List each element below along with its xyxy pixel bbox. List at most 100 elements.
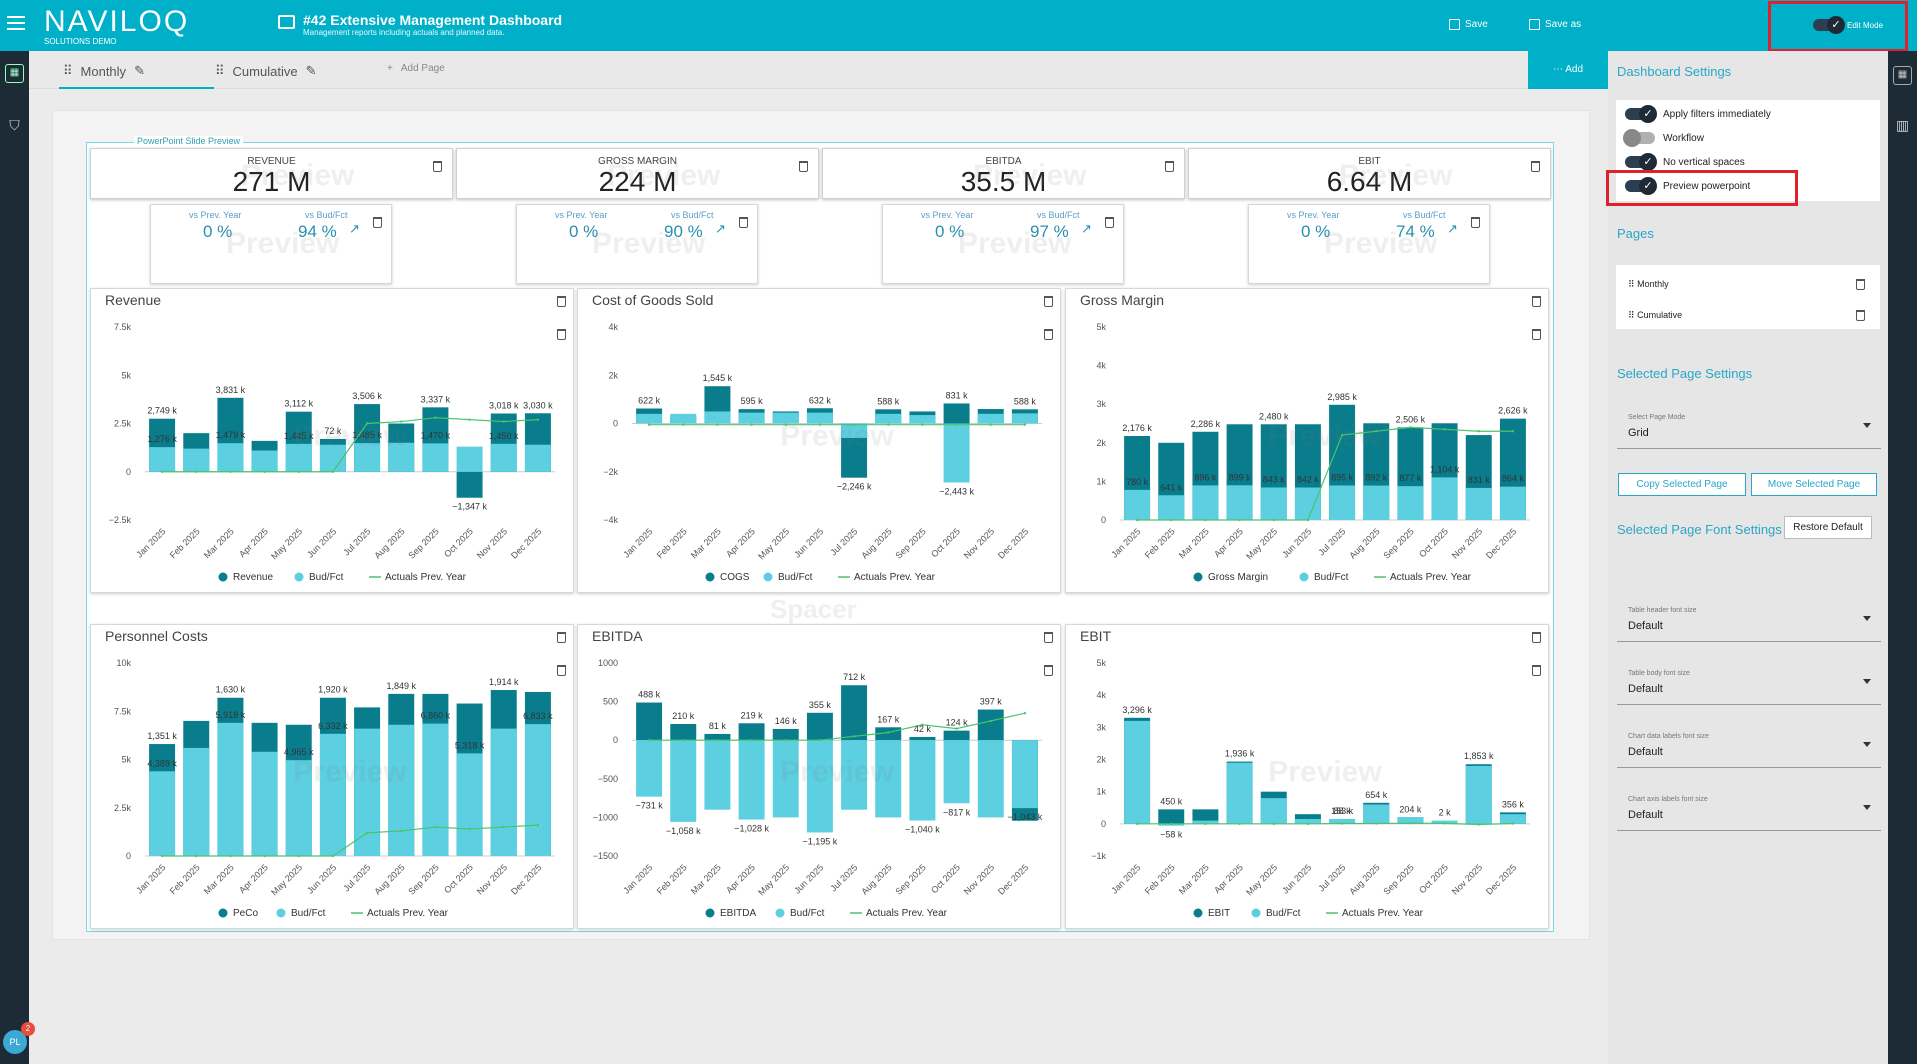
y-tick-label: −2k bbox=[603, 467, 618, 477]
page-item-monthly[interactable]: ⠿ Monthly bbox=[1628, 279, 1669, 289]
data-label: 780 k bbox=[1126, 477, 1149, 487]
edit-mode-toggle[interactable]: ✓ Edit Mode bbox=[1813, 16, 1883, 34]
trash-icon[interactable] bbox=[557, 632, 566, 643]
page-mode-select[interactable]: Select Page Mode Grid bbox=[1617, 405, 1881, 449]
tab-monthly[interactable]: ⠿ Monthly ✎ bbox=[63, 63, 145, 79]
select-value: Default bbox=[1628, 683, 1663, 695]
data-label: 5,318 k bbox=[455, 740, 485, 750]
setting-toggle[interactable]: ✓ Apply filters immediately bbox=[1625, 105, 1771, 123]
bar-budget bbox=[738, 412, 765, 424]
font-size-select[interactable]: Chart data labels font size Default bbox=[1617, 724, 1881, 768]
trash-icon[interactable] bbox=[1165, 161, 1174, 172]
trash-icon[interactable] bbox=[1532, 665, 1541, 676]
pencil-icon[interactable]: ✎ bbox=[134, 63, 145, 78]
trash-icon[interactable] bbox=[557, 296, 566, 307]
setting-toggle[interactable]: ✓ Preview powerpoint bbox=[1625, 177, 1750, 195]
trend-up-icon: ↗ bbox=[715, 221, 726, 236]
bar-budget bbox=[1329, 818, 1356, 824]
pencil-icon[interactable]: ✎ bbox=[305, 63, 317, 78]
add-page-button[interactable]: + Add Page bbox=[387, 63, 445, 74]
save-as-button[interactable]: Save as bbox=[1529, 19, 1581, 30]
add-button[interactable]: ⋯ Add bbox=[1528, 51, 1608, 89]
prev-year-point bbox=[1272, 518, 1275, 522]
page-item-cumulative[interactable]: ⠿ Cumulative bbox=[1628, 310, 1683, 320]
data-label: 1,104 k bbox=[1430, 464, 1460, 474]
font-size-select[interactable]: Table header font size Default bbox=[1617, 598, 1881, 642]
x-tick-label: Sep 2025 bbox=[407, 862, 441, 896]
bar-budget bbox=[1226, 762, 1253, 824]
data-label: 2,286 k bbox=[1191, 419, 1221, 429]
filter-icon[interactable]: ⛉ bbox=[9, 117, 20, 133]
toggle-switch[interactable]: ✓ bbox=[1625, 177, 1657, 195]
grid-view-icon[interactable]: ▦ bbox=[5, 64, 24, 83]
save-button[interactable]: Save bbox=[1449, 19, 1488, 30]
data-label: 595 k bbox=[741, 396, 764, 406]
preview-watermark: Preview bbox=[780, 756, 894, 789]
drag-handle-icon[interactable]: ⠿ bbox=[215, 63, 225, 78]
x-tick-label: Nov 2025 bbox=[1450, 526, 1484, 560]
trash-icon[interactable] bbox=[1044, 665, 1053, 676]
pages-title: Pages bbox=[1617, 226, 1654, 241]
prev-year-point bbox=[331, 470, 335, 473]
copy-selected-page-button[interactable]: Copy Selected Page bbox=[1618, 473, 1746, 496]
font-size-select[interactable]: Table body font size Default bbox=[1617, 661, 1881, 705]
bar-budget bbox=[636, 413, 663, 424]
x-tick-label: Mar 2025 bbox=[689, 526, 723, 560]
setting-toggle[interactable]: ✓ Workflow bbox=[1623, 129, 1704, 147]
trash-icon[interactable] bbox=[433, 161, 442, 172]
tab-cumulative[interactable]: ⠿ Cumulative ✎ bbox=[215, 63, 317, 79]
toggle-switch[interactable]: ✓ bbox=[1625, 153, 1657, 171]
data-label: 4,389 k bbox=[147, 758, 177, 768]
drag-handle-icon[interactable]: ⠿ bbox=[63, 63, 73, 78]
legend-label: Actuals Prev. Year bbox=[866, 908, 948, 919]
data-label: −1,195 k bbox=[803, 836, 838, 846]
trash-icon[interactable] bbox=[1532, 632, 1541, 643]
x-tick-label: Nov 2025 bbox=[475, 862, 509, 896]
trash-icon[interactable] bbox=[557, 665, 566, 676]
move-selected-page-button[interactable]: Move Selected Page bbox=[1751, 473, 1877, 496]
prev-year-point bbox=[1511, 822, 1515, 825]
trash-icon[interactable] bbox=[1105, 217, 1114, 228]
bar-budget bbox=[1465, 487, 1492, 520]
data-label: 831 k bbox=[1468, 475, 1491, 485]
trash-icon[interactable] bbox=[1856, 310, 1865, 321]
trash-icon[interactable] bbox=[557, 329, 566, 340]
trend-up-icon: ↗ bbox=[349, 221, 360, 236]
trash-icon[interactable] bbox=[1532, 329, 1541, 340]
kpi-card: EBITDA 35.5 M Preview bbox=[822, 148, 1185, 199]
prev-year-point bbox=[400, 829, 403, 833]
x-tick-label: Oct 2025 bbox=[929, 526, 962, 559]
toggle-switch[interactable]: ✓ bbox=[1623, 129, 1655, 147]
prev-year-point bbox=[1375, 822, 1378, 825]
setting-toggle[interactable]: ✓ No vertical spaces bbox=[1625, 153, 1745, 171]
trash-icon[interactable] bbox=[1532, 296, 1541, 307]
trash-icon[interactable] bbox=[799, 161, 808, 172]
book-icon[interactable]: ▥ bbox=[1895, 117, 1910, 133]
menu-icon[interactable] bbox=[7, 16, 25, 30]
bar-budget bbox=[1226, 485, 1253, 520]
bar-budget bbox=[1124, 489, 1151, 520]
prev-year-point bbox=[682, 739, 685, 742]
trash-icon[interactable] bbox=[1856, 279, 1865, 290]
trash-icon[interactable] bbox=[1044, 632, 1053, 643]
trash-icon[interactable] bbox=[373, 217, 382, 228]
toggle-switch[interactable]: ✓ bbox=[1625, 105, 1657, 123]
bar-budget bbox=[354, 728, 381, 856]
x-tick-label: Aug 2025 bbox=[372, 862, 406, 896]
prev-year-point bbox=[955, 423, 958, 426]
trash-icon[interactable] bbox=[1531, 161, 1540, 172]
dashboard-settings-icon[interactable]: ▦ bbox=[1893, 66, 1912, 85]
x-tick-label: Feb 2025 bbox=[168, 526, 202, 560]
trash-icon[interactable] bbox=[1044, 296, 1053, 307]
trash-icon[interactable] bbox=[1044, 329, 1053, 340]
restore-default-button[interactable]: Restore Default bbox=[1784, 516, 1872, 539]
y-tick-label: 4k bbox=[1096, 690, 1106, 700]
trash-icon[interactable] bbox=[1471, 217, 1480, 228]
legend-marker bbox=[763, 572, 773, 582]
trash-icon[interactable] bbox=[739, 217, 748, 228]
font-size-select[interactable]: Chart axis labels font size Default bbox=[1617, 787, 1881, 831]
x-tick-label: Dec 2025 bbox=[509, 526, 543, 560]
bar-budget bbox=[704, 740, 731, 810]
bar-budget bbox=[319, 733, 346, 856]
check-icon: ✓ bbox=[1639, 153, 1657, 171]
